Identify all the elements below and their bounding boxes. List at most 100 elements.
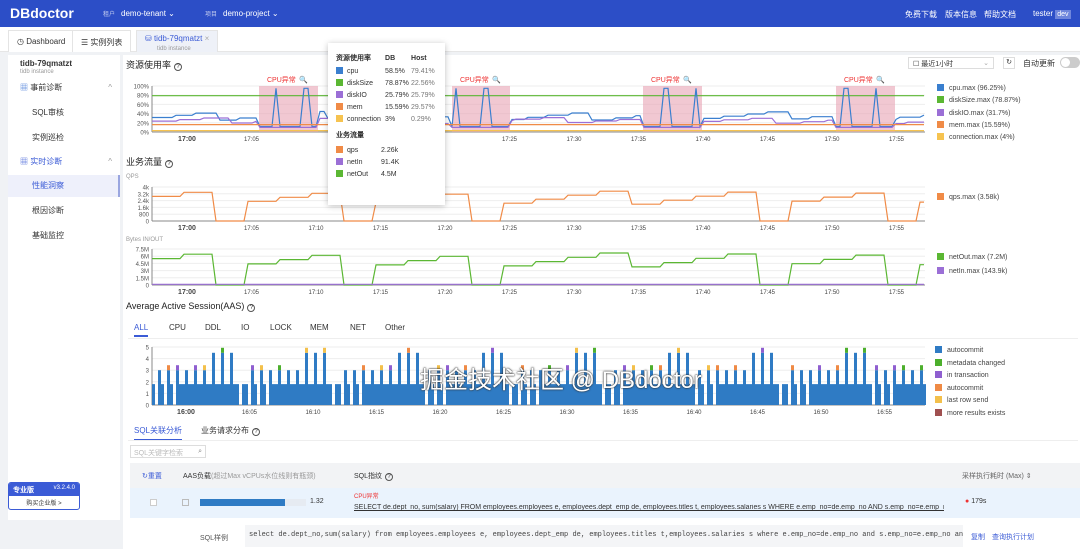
legend-mem[interactable]: mem.max (15.59%)	[937, 120, 1021, 132]
aas-legend-item[interactable]: autocommit	[935, 345, 1005, 358]
aas-tab-all[interactable]: ALL	[134, 323, 149, 337]
aas-bar-segment	[566, 365, 569, 371]
sidebar-item-performance[interactable]: 性能洞察	[8, 175, 120, 197]
table-row[interactable]: 1.32 CPU异常 SELECT de.dept_no, sum(salary…	[130, 488, 1080, 518]
aas-bar	[551, 384, 554, 405]
aas-legend-item[interactable]: in transaction	[935, 370, 1005, 383]
upgrade-link[interactable]: 购买企业版 >	[26, 501, 62, 507]
aas-bar	[413, 384, 416, 405]
aas-tab-net[interactable]: NET	[350, 323, 366, 332]
copy-button[interactable]: 复制	[971, 534, 985, 541]
link-download[interactable]: 免费下载	[905, 10, 937, 19]
aas-bar	[866, 384, 869, 405]
database-icon: ⛁	[145, 34, 154, 43]
legend-disksize[interactable]: diskSize.max (78.87%)	[937, 95, 1021, 107]
tab-instance-list[interactable]: ☰ 实例列表	[72, 30, 132, 52]
aas-bar	[404, 384, 407, 405]
reset-button[interactable]: ↻重置	[142, 473, 162, 480]
aas-legend-item[interactable]: metadata changed	[935, 358, 1005, 371]
aas-tab-io[interactable]: IO	[241, 323, 250, 332]
magnifier-icon: 🔍	[876, 75, 885, 84]
aas-tab-cpu[interactable]: CPU	[169, 323, 186, 332]
sidebar-item-monitoring[interactable]: 基础监控	[32, 231, 64, 240]
instance-name: tidb-79qmatzt	[20, 59, 72, 68]
tenant-selector[interactable]: 租户 demo-tenant ⌄	[103, 9, 175, 18]
sidebar-group-pre-diagnosis[interactable]: ▦ 事前诊断 ^	[20, 83, 112, 92]
legend-diskio[interactable]: diskIO.max (31.7%)	[937, 108, 1021, 120]
auto-refresh-toggle[interactable]	[1060, 57, 1080, 68]
tab-request-distribution[interactable]: 业务请求分布?	[201, 425, 260, 436]
refresh-button[interactable]: ↻	[1003, 57, 1015, 69]
aas-legend-item[interactable]: more results exists	[935, 408, 1005, 421]
aas-bar	[914, 384, 917, 405]
aas-bar	[560, 384, 563, 405]
close-icon[interactable]: ×	[204, 34, 210, 43]
aas-bar	[287, 370, 290, 405]
y-tick-label: 40%	[137, 112, 150, 118]
aas-bar	[251, 370, 254, 405]
aas-bar	[542, 384, 545, 405]
project-selector[interactable]: 项目 demo-project ⌄	[205, 9, 279, 18]
sidebar-group-realtime[interactable]: ▦ 实时诊断 ^	[20, 157, 112, 166]
aas-bar	[842, 384, 845, 405]
sidebar-item-sql-audit[interactable]: SQL审核	[32, 108, 65, 117]
aas-bar	[785, 384, 788, 405]
time-range-select[interactable]: ☐ 最近1小时 ⌄	[908, 57, 994, 69]
aas-tab-mem[interactable]: MEM	[310, 323, 329, 332]
legend-cpu[interactable]: cpu.max (96.25%)	[937, 83, 1021, 95]
legend-netin[interactable]: netIn.max (143.9k)	[937, 265, 1007, 279]
aas-bar	[809, 370, 812, 405]
tab-instance[interactable]: ⛁ tidb-79qmatzt × tidb instance	[136, 30, 218, 52]
explain-plan-button[interactable]: 查询执行计划	[992, 534, 1034, 541]
x-tick-label: 16:05	[242, 410, 258, 416]
aas-bar	[416, 352, 419, 405]
aas-bar	[452, 384, 455, 405]
y-tick-label: 4	[146, 357, 150, 363]
sql-fingerprint[interactable]: SELECT de.dept_no, sum(salary) FROM empl…	[354, 504, 944, 511]
sidebar-item-inspection[interactable]: 实例巡检	[32, 133, 64, 142]
y-tick-label: 5	[146, 346, 150, 352]
y-tick-label: 6M	[141, 255, 149, 261]
aas-bar	[326, 384, 329, 405]
link-version[interactable]: 版本信息	[945, 10, 977, 19]
aas-bar	[875, 370, 878, 405]
aas-bar	[680, 384, 683, 405]
tab-dashboard[interactable]: ◷ Dashboard	[8, 30, 75, 52]
aas-bar	[698, 370, 701, 405]
aas-bar-segment	[548, 365, 551, 371]
aas-title: Average Active Session(AAS)?	[126, 301, 256, 312]
aas-tab-lock[interactable]: LOCK	[270, 323, 292, 332]
aas-bar	[656, 384, 659, 405]
tab-sql-analysis[interactable]: SQL关联分析	[134, 425, 183, 441]
aas-bar-segment	[362, 365, 365, 371]
expand-icon[interactable]	[182, 499, 189, 506]
x-tick-label: 17:50	[824, 290, 840, 296]
aas-bar	[848, 384, 851, 405]
x-tick-label: 17:10	[308, 290, 324, 296]
y-tick-label: 3M	[141, 269, 149, 275]
x-tick-label: 17:35	[631, 226, 647, 232]
instance-type: tidb instance	[20, 69, 54, 75]
sidebar-item-root-cause[interactable]: 根因诊断	[32, 206, 64, 215]
user-menu[interactable]: tester dev	[1033, 9, 1071, 19]
sql-search-input[interactable]: SQL关键字检索 ⌕	[130, 445, 206, 458]
aas-legend-item[interactable]: last row send	[935, 395, 1005, 408]
aas-bar	[167, 370, 170, 405]
aas-tab-ddl[interactable]: DDL	[205, 323, 222, 332]
row-checkbox[interactable]	[150, 499, 157, 506]
aas-legend-item[interactable]: autocommit	[935, 383, 1005, 396]
aas-bar	[170, 384, 173, 405]
aas-bar	[263, 384, 266, 405]
aas-tab-other[interactable]: Other	[385, 323, 406, 332]
aas-bar	[653, 384, 656, 405]
sort-time-header[interactable]: 采样执行耗时 (Max) ⇕	[962, 473, 1032, 480]
legend-qps[interactable]: qps.max (3.58k)	[937, 193, 999, 201]
legend-netout[interactable]: netOut.max (7.2M)	[937, 251, 1007, 265]
link-docs[interactable]: 帮助文档	[984, 10, 1016, 19]
aas-bar	[614, 370, 617, 405]
aas-bar	[449, 384, 452, 405]
aas-bar	[803, 384, 806, 405]
aas-bar	[254, 384, 257, 405]
tooltip-row-cpu: cpu 58.5% 79.41%	[336, 65, 437, 77]
legend-connection[interactable]: connection.max (4%)	[937, 132, 1021, 144]
